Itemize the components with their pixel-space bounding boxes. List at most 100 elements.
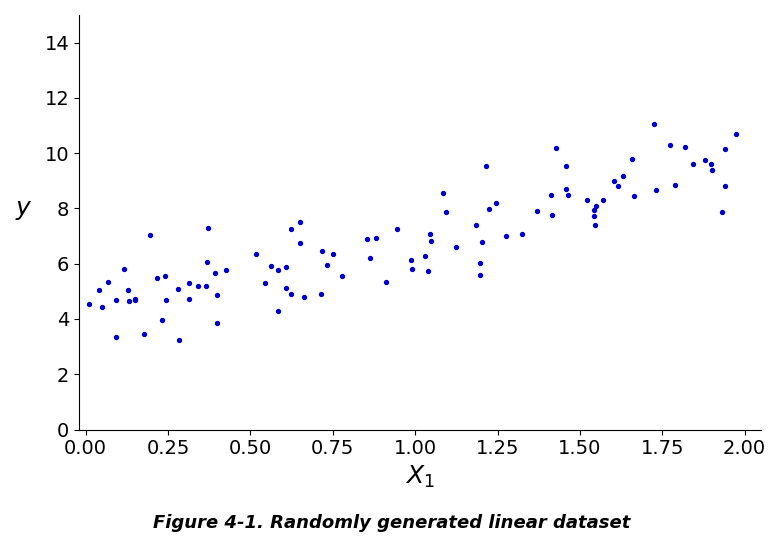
Y-axis label: $y$: $y$ (15, 198, 33, 222)
Text: Figure 4-1. Randomly generated linear dataset: Figure 4-1. Randomly generated linear da… (153, 514, 630, 532)
Point (110, 296, 123, 305)
Point (219, 265, 232, 274)
Point (272, 307, 284, 315)
Point (280, 283, 293, 292)
Point (294, 239, 306, 248)
Point (182, 295, 195, 304)
Point (687, 160, 699, 168)
Point (617, 171, 630, 180)
Point (516, 230, 529, 238)
Point (138, 329, 150, 338)
Point (437, 188, 449, 197)
Point (110, 332, 122, 341)
Point (201, 224, 214, 232)
Point (550, 144, 562, 153)
Point (418, 251, 431, 260)
Point (597, 196, 609, 205)
Point (285, 224, 298, 233)
Point (587, 211, 600, 220)
Point (280, 262, 293, 271)
Point (608, 176, 621, 185)
Point (560, 184, 572, 193)
Point (128, 296, 141, 305)
Point (128, 295, 141, 304)
Point (490, 198, 503, 207)
Point (706, 165, 719, 174)
Point (679, 143, 691, 152)
Point (250, 250, 262, 258)
Point (211, 291, 224, 300)
Point (561, 191, 574, 199)
Point (560, 162, 572, 171)
Point (364, 254, 377, 262)
Point (588, 206, 601, 214)
Point (93, 286, 106, 295)
Point (648, 120, 661, 129)
Point (315, 289, 327, 298)
Point (156, 315, 168, 324)
Point (546, 211, 558, 220)
Point (406, 265, 418, 274)
Point (294, 218, 306, 226)
Point (298, 293, 310, 301)
Point (422, 267, 435, 276)
Point (211, 318, 223, 327)
Point (321, 261, 334, 269)
Point (200, 257, 213, 266)
Point (96, 303, 109, 312)
Point (83, 299, 96, 308)
Point (719, 145, 731, 154)
Point (182, 279, 195, 288)
Point (730, 129, 742, 138)
X-axis label: $X_1$: $X_1$ (406, 464, 435, 490)
Point (272, 266, 284, 275)
Point (172, 336, 185, 344)
Point (370, 233, 382, 242)
Point (626, 155, 638, 163)
Point (336, 272, 348, 281)
Point (470, 221, 482, 230)
Point (716, 207, 728, 216)
Point (102, 277, 114, 286)
Point (327, 250, 339, 259)
Point (500, 232, 512, 241)
Point (425, 237, 438, 245)
Point (160, 295, 172, 304)
Point (121, 286, 134, 295)
Point (258, 279, 271, 287)
Point (192, 281, 204, 290)
Point (158, 272, 171, 281)
Point (474, 270, 486, 279)
Point (705, 159, 717, 168)
Point (480, 162, 493, 171)
Point (482, 205, 495, 214)
Point (530, 206, 543, 215)
Point (171, 285, 184, 293)
Point (117, 264, 130, 273)
Point (474, 258, 486, 267)
Point (588, 221, 601, 230)
Point (200, 282, 212, 291)
Point (628, 191, 640, 200)
Point (475, 237, 488, 246)
Point (316, 247, 328, 256)
Point (440, 208, 453, 217)
Point (391, 225, 403, 233)
Point (669, 180, 681, 189)
Point (449, 242, 462, 251)
Point (380, 278, 392, 287)
Point (361, 235, 373, 243)
Point (424, 230, 436, 239)
Point (405, 255, 417, 264)
Point (664, 141, 677, 149)
Point (265, 262, 277, 270)
Point (650, 185, 662, 194)
Point (144, 230, 157, 239)
Point (545, 191, 557, 199)
Point (150, 274, 163, 282)
Point (122, 296, 135, 305)
Point (612, 181, 625, 190)
Point (208, 269, 221, 277)
Point (284, 290, 297, 299)
Point (718, 181, 731, 190)
